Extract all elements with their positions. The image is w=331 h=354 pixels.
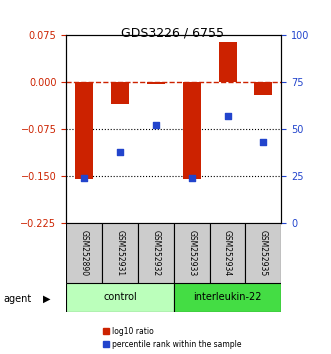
Text: GSM252932: GSM252932 [151, 230, 160, 276]
Point [153, 122, 159, 128]
Bar [147, 82, 165, 84]
Bar [66, 283, 174, 312]
Point [117, 149, 122, 155]
Text: ▶: ▶ [43, 294, 51, 304]
Point [261, 139, 266, 145]
Bar [218, 42, 237, 82]
Text: control: control [103, 292, 137, 302]
Text: GDS3226 / 6755: GDS3226 / 6755 [120, 27, 224, 40]
Point [81, 175, 87, 181]
Text: GSM252933: GSM252933 [187, 230, 196, 276]
Bar [111, 82, 129, 104]
Bar [174, 223, 210, 283]
Text: interleukin-22: interleukin-22 [193, 292, 262, 302]
Bar [255, 82, 272, 95]
Bar [66, 223, 102, 283]
Text: GSM252931: GSM252931 [116, 230, 124, 276]
Text: GSM252890: GSM252890 [80, 230, 89, 276]
Legend: log10 ratio, percentile rank within the sample: log10 ratio, percentile rank within the … [101, 325, 243, 350]
Bar [174, 283, 281, 312]
Point [225, 113, 230, 119]
Bar [183, 82, 201, 179]
Bar [75, 82, 93, 179]
Text: GSM252934: GSM252934 [223, 230, 232, 276]
Bar [246, 223, 281, 283]
Bar [138, 223, 174, 283]
Bar [102, 223, 138, 283]
Text: GSM252935: GSM252935 [259, 230, 268, 276]
Text: agent: agent [3, 294, 31, 304]
Bar [210, 223, 246, 283]
Point [189, 175, 194, 181]
